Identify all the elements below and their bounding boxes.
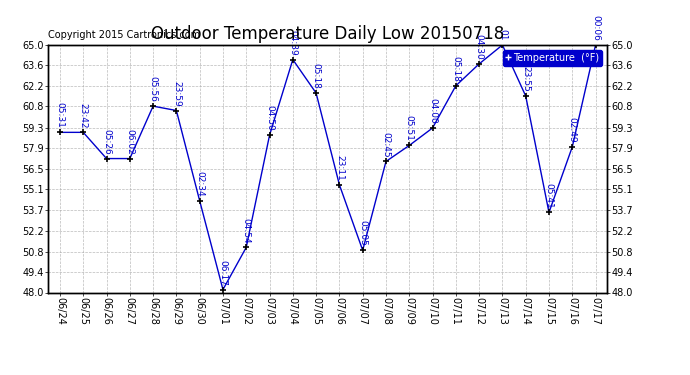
Text: 04:54: 04:54 <box>241 217 250 243</box>
Text: 05:41: 05:41 <box>544 183 553 208</box>
Text: 06:17: 06:17 <box>219 260 228 285</box>
Text: 05:18: 05:18 <box>451 56 460 82</box>
Title: Outdoor Temperature Daily Low 20150718: Outdoor Temperature Daily Low 20150718 <box>151 26 504 44</box>
Text: 05:18: 05:18 <box>312 63 321 89</box>
Text: 05:31: 05:31 <box>55 102 64 128</box>
Text: 05:56: 05:56 <box>148 76 157 102</box>
Legend: Temperature  (°F): Temperature (°F) <box>502 50 602 66</box>
Text: 23:42: 23:42 <box>79 103 88 128</box>
Text: 05:05: 05:05 <box>358 220 367 246</box>
Text: 04:00: 04:00 <box>428 98 437 124</box>
Text: Copyright 2015 Cartronics.com: Copyright 2015 Cartronics.com <box>48 30 200 40</box>
Text: 06:02: 06:02 <box>126 129 135 154</box>
Text: 04:50: 04:50 <box>265 105 274 131</box>
Text: 00:06: 00:06 <box>591 15 600 41</box>
Text: 23:59: 23:59 <box>172 81 181 106</box>
Text: 04:39: 04:39 <box>288 30 297 56</box>
Text: 02:45: 02:45 <box>382 132 391 157</box>
Text: 04:30: 04:30 <box>475 34 484 60</box>
Text: 23:11: 23:11 <box>335 155 344 181</box>
Text: 02:49: 02:49 <box>568 117 577 143</box>
Text: 02:34: 02:34 <box>195 171 204 196</box>
Text: 23:55: 23:55 <box>521 66 530 92</box>
Text: 05:26: 05:26 <box>102 129 111 154</box>
Text: 01: 01 <box>498 29 507 41</box>
Text: 05:51: 05:51 <box>405 116 414 141</box>
